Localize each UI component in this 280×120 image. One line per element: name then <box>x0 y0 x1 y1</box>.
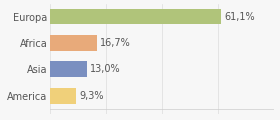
Bar <box>50 88 76 104</box>
Bar <box>50 35 97 51</box>
Text: 16,7%: 16,7% <box>100 38 131 48</box>
Bar <box>50 9 221 24</box>
Text: 9,3%: 9,3% <box>79 91 104 101</box>
Text: 61,1%: 61,1% <box>224 12 255 22</box>
Text: 13,0%: 13,0% <box>90 64 120 74</box>
Bar <box>50 61 87 77</box>
